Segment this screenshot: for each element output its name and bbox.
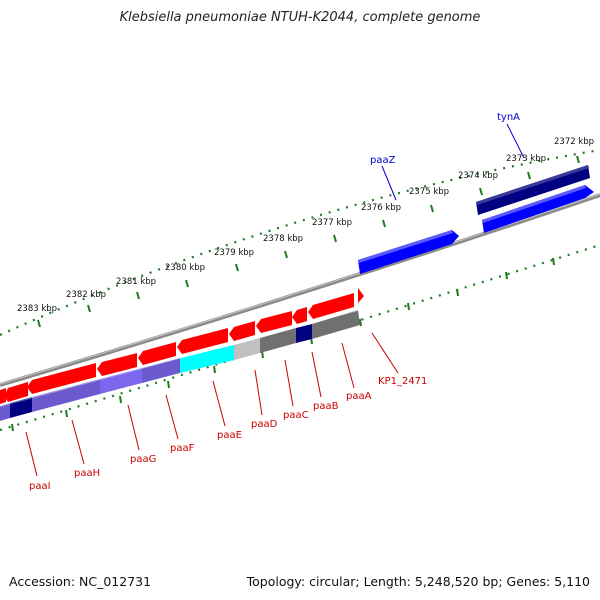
- ruler-label-2382: 2382 kbp: [66, 290, 106, 300]
- gene-arrow-r1[interactable]: [0, 388, 6, 404]
- gene-paaZ-arrow[interactable]: [358, 230, 459, 274]
- gene-label-paaF[interactable]: paaF: [170, 443, 195, 454]
- gene-block-paaC[interactable]: [260, 328, 296, 353]
- gene-block-paaE[interactable]: [180, 345, 234, 373]
- ruler-label-2374: 2374 kbp: [458, 171, 498, 181]
- gene-arrow-r4[interactable]: [97, 353, 137, 376]
- inner-major-ticks: [11, 257, 555, 432]
- gene-block-paaI[interactable]: [0, 403, 10, 421]
- gene-block-paaH[interactable]: [32, 379, 100, 412]
- gene-label-tynA[interactable]: tynA: [497, 112, 520, 123]
- reverse-genes-row-1: [0, 288, 364, 404]
- gene-block-paaF[interactable]: [142, 358, 180, 383]
- accession-text: Accession: NC_012731: [9, 574, 152, 589]
- gene-arrow-r11[interactable]: [358, 288, 364, 303]
- ruler-label-2378: 2378 kbp: [263, 234, 303, 244]
- gene-block-paaA[interactable]: [312, 310, 360, 339]
- ruler-label-2380: 2380 kbp: [165, 263, 205, 273]
- gene-arrow-r10[interactable]: [308, 293, 354, 319]
- genome-backbone: [0, 193, 600, 387]
- ruler-label-2372: 2372 kbp: [554, 137, 594, 147]
- gene-arrow-r6[interactable]: [177, 328, 228, 354]
- gene-tynA-arrow[interactable]: [476, 165, 590, 215]
- gene-arrow-r2[interactable]: [4, 382, 28, 402]
- gene-label-paaB[interactable]: paaB: [313, 401, 339, 412]
- ruler-label-2375: 2375 kbp: [409, 187, 449, 197]
- gene-label-paaD[interactable]: paaD: [251, 419, 278, 430]
- gene-block-paaG[interactable]: [100, 368, 142, 394]
- outer-major-ticks: [37, 155, 580, 328]
- forward-leaders: [381, 123, 525, 201]
- gene-block-paaD[interactable]: [234, 338, 260, 360]
- gene-label-paaH[interactable]: paaH: [74, 468, 100, 479]
- gene-forward-arrow-3[interactable]: [482, 185, 594, 233]
- map-title: Klebsiella pneumoniae NTUH-K2044, comple…: [119, 10, 481, 25]
- gene-label-paaI[interactable]: paaI: [29, 481, 51, 492]
- gene-label-KP1_2471[interactable]: KP1_2471: [378, 376, 427, 387]
- ruler-label-2383: 2383 kbp: [17, 304, 57, 314]
- gene-arrow-r8[interactable]: [256, 311, 292, 333]
- gene-arrow-r7[interactable]: [229, 321, 255, 341]
- gene-block-paaB[interactable]: [296, 324, 312, 343]
- topology-text: Topology: circular; Length: 5,248,520 bp…: [246, 574, 590, 589]
- ruler-label-2377: 2377 kbp: [312, 218, 352, 228]
- gene-label-paaE[interactable]: paaE: [217, 430, 242, 441]
- gene-label-paaA[interactable]: paaA: [346, 391, 372, 402]
- gene-arrow-r5[interactable]: [138, 342, 176, 365]
- ruler-label-2376: 2376 kbp: [361, 203, 401, 213]
- gene-arrow-r3[interactable]: [27, 363, 96, 394]
- gene-block-navy[interactable]: [10, 397, 32, 418]
- gene-label-paaG[interactable]: paaG: [130, 454, 156, 465]
- reverse-leaders: [25, 332, 399, 477]
- forward-genes: [358, 165, 594, 274]
- gene-label-paaZ[interactable]: paaZ: [370, 155, 396, 166]
- ruler-label-2373: 2373 kbp: [506, 154, 546, 164]
- ruler-label-2379: 2379 kbp: [214, 248, 254, 258]
- gene-arrow-r9[interactable]: [292, 307, 307, 324]
- gene-label-paaC[interactable]: paaC: [283, 410, 309, 421]
- ruler-label-2381: 2381 kbp: [116, 277, 156, 287]
- reverse-genes-row-2: [0, 309, 360, 421]
